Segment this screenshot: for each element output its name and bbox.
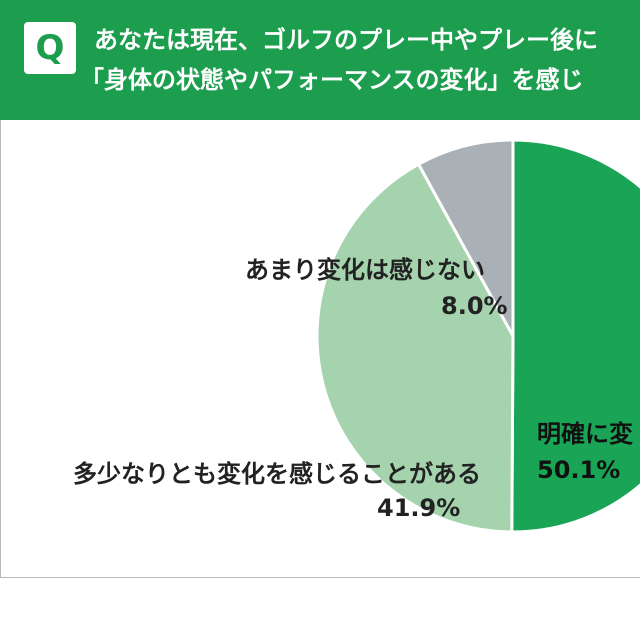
pie-slice-some-change — [315, 162, 515, 534]
question-badge: Q — [24, 22, 76, 74]
slice-label-some-change: 多少なりとも変化を感じることがある — [73, 460, 481, 488]
question-header: Q あなたは現在、ゴルフのプレー中やプレー後に 「身体の状態やパフォーマンスの変… — [0, 0, 640, 120]
pie-chart — [315, 138, 640, 534]
question-text-line-1: あなたは現在、ゴルフのプレー中やプレー後に — [94, 26, 598, 54]
slice-value-little-change: 8.0% — [441, 292, 508, 320]
question-text-line-2: 「身体の状態やパフォーマンスの変化」を感じ — [80, 66, 584, 94]
pie-slice-clear-change — [510, 138, 640, 534]
pie-slice-little-change — [416, 138, 515, 337]
chart-area: あまり変化は感じない 8.0% 多少なりとも変化を感じることがある 41.9% … — [0, 120, 640, 578]
slice-label-clear-change: 明確に変 — [537, 420, 633, 448]
slice-value-some-change: 41.9% — [377, 494, 461, 522]
slice-value-clear-change: 50.1% — [537, 456, 621, 484]
slice-label-little-change: あまり変化は感じない — [245, 256, 485, 284]
